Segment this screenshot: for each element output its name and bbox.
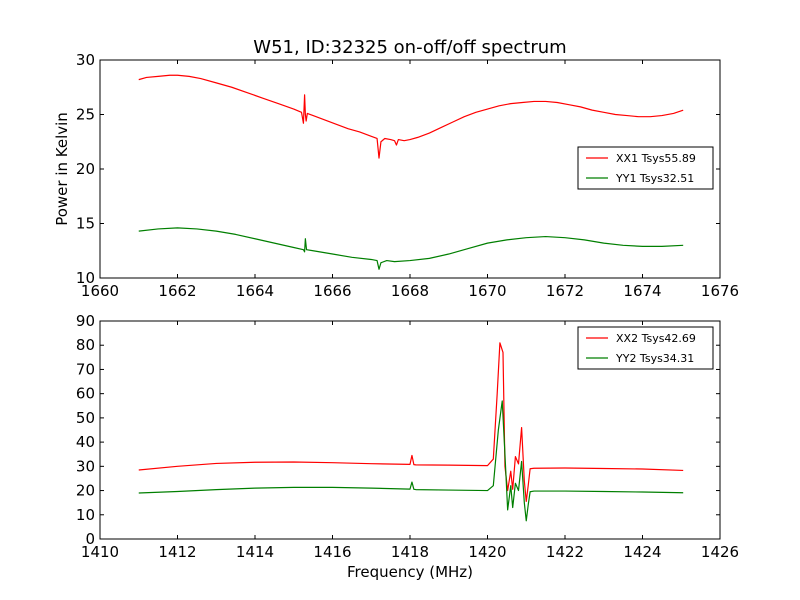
series-line-2	[138, 400, 684, 522]
y-tick-label: 60	[76, 385, 95, 403]
series-line-1	[138, 74, 684, 159]
y-tick-label: 20	[76, 160, 95, 178]
y-tick-label: 0	[85, 530, 95, 548]
y-tick-label: 40	[76, 433, 95, 451]
y-tick-label: 50	[76, 409, 95, 427]
chart-title: W51, ID:32325 on-off/off spectrum	[253, 37, 566, 58]
y-tick-label: 30	[76, 51, 95, 69]
y-tick-label: 20	[76, 482, 95, 500]
series-line-1	[138, 342, 684, 503]
x-tick-label: 1668	[391, 282, 429, 300]
x-tick-label: 1422	[546, 543, 584, 561]
legend-entry-2: YY2 Tsys34.31	[615, 352, 694, 365]
y-tick-label: 10	[76, 506, 95, 524]
x-tick-label: 1676	[701, 282, 739, 300]
legend-entry-1: XX2 Tsys42.69	[616, 332, 696, 345]
y-tick-label: 25	[76, 106, 95, 124]
x-tick-label: 1672	[546, 282, 584, 300]
y-tick-label: 15	[76, 215, 95, 233]
x-tick-label: 1660	[81, 282, 119, 300]
y-tick-label: 10	[76, 269, 95, 287]
x-tick-label: 1424	[623, 543, 661, 561]
x-tick-label: 1664	[236, 282, 274, 300]
x-tick-label: 1418	[391, 543, 429, 561]
x-tick-label: 1666	[313, 282, 351, 300]
legend-entry-2: YY1 Tsys32.51	[615, 172, 694, 185]
x-tick-label: 1416	[313, 543, 351, 561]
y-tick-label: 80	[76, 336, 95, 354]
bottom-panel: 1410 1412 1414 1416 1418 1420 1422 1424 1426 0 10 2…	[76, 312, 739, 561]
legend-entry-1: XX1 Tsys55.89	[616, 152, 696, 165]
x-tick-label: 1674	[623, 282, 661, 300]
x-tick-label: 1410	[81, 543, 119, 561]
legend: XX2 Tsys42.69 YY2 Tsys34.31	[577, 326, 714, 370]
top-panel: 1660 1662 1664 1666 1668 1670 1672 1674 1676 10 15…	[76, 51, 739, 300]
legend-box	[577, 146, 714, 190]
legend: XX1 Tsys55.89 YY1 Tsys32.51	[577, 146, 714, 190]
legend-box	[577, 326, 714, 370]
y-tick-label: 30	[76, 457, 95, 475]
x-axis-label: Frequency (MHz)	[347, 563, 473, 581]
x-tick-label: 1414	[236, 543, 274, 561]
x-tick-label: 1420	[468, 543, 506, 561]
x-tick-label: 1670	[468, 282, 506, 300]
series-line-2	[138, 227, 684, 270]
x-tick-label: 1662	[158, 282, 196, 300]
x-tick-label: 1412	[158, 543, 196, 561]
y-tick-label: 70	[76, 360, 95, 378]
y-tick-label: 90	[76, 312, 95, 330]
x-tick-label: 1426	[701, 543, 739, 561]
y-axis-label: Power in Kelvin	[53, 112, 71, 226]
